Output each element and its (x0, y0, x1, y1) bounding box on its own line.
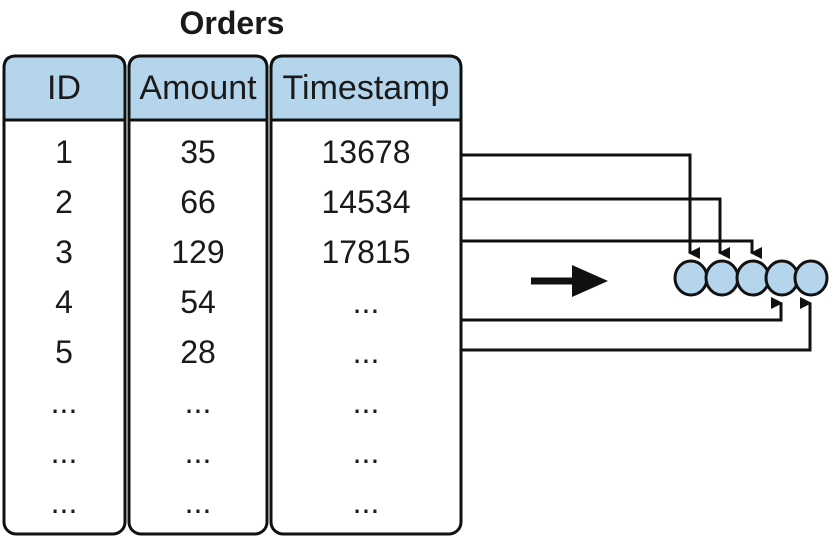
cell-amount: ... (185, 384, 212, 420)
queue-item (764, 259, 800, 297)
column-id-header: ID (47, 69, 81, 107)
cell-amount: ... (185, 434, 212, 470)
cell-amount: ... (185, 484, 212, 520)
connector-row-1 (461, 153, 700, 259)
cell-id: 4 (55, 284, 73, 320)
column-amount: Amount (127, 54, 269, 536)
cell-amount: 28 (180, 334, 216, 370)
cell-timestamp: ... (353, 384, 380, 420)
queue-item (704, 259, 740, 297)
cell-timestamp: 14534 (322, 184, 411, 220)
table-row: ... ... ... (51, 434, 380, 470)
column-timestamp-header: Timestamp (283, 69, 450, 107)
cell-amount: 54 (180, 284, 216, 320)
cell-timestamp: ... (353, 334, 380, 370)
column-timestamp: Timestamp (269, 54, 463, 536)
cell-id: ... (51, 384, 78, 420)
cell-id: ... (51, 484, 78, 520)
cell-id: 5 (55, 334, 73, 370)
flow-arrow-icon (531, 265, 608, 297)
event-queue (673, 259, 829, 297)
table-title: Orders (180, 5, 285, 41)
table-row: 2 66 14534 (55, 184, 410, 220)
cell-amount: 66 (180, 184, 216, 220)
cell-timestamp: ... (353, 484, 380, 520)
table-row: ... ... ... (51, 384, 380, 420)
queue-item (735, 259, 771, 297)
table-row: 4 54 ... (55, 284, 379, 320)
cell-id: 3 (55, 234, 73, 270)
column-id: ID (2, 54, 127, 536)
cell-id: 1 (55, 134, 73, 170)
cell-timestamp: 13678 (322, 134, 411, 170)
connector-row-3 (461, 239, 762, 259)
column-amount-header: Amount (139, 69, 257, 107)
column-timestamp-header-bg (269, 54, 463, 122)
connector-row-4 (461, 297, 783, 322)
row-connectors (461, 153, 812, 352)
cell-id: 2 (55, 184, 73, 220)
cell-id: ... (51, 434, 78, 470)
table-row: 3 129 17815 (55, 234, 410, 270)
connector-row-5 (461, 297, 812, 352)
table-rows: 1 35 13678 2 66 14534 3 129 17815 4 54 .… (51, 134, 411, 520)
cell-timestamp: ... (353, 284, 380, 320)
cell-amount: 35 (180, 134, 216, 170)
cell-timestamp: 17815 (322, 234, 411, 270)
cell-timestamp: ... (353, 434, 380, 470)
table-row: 5 28 ... (55, 334, 379, 370)
column-amount-header-bg (127, 54, 269, 122)
column-id-header-bg (2, 54, 127, 122)
table-row: 1 35 13678 (55, 134, 410, 170)
connector-row-2 (461, 197, 730, 259)
table-row: ... ... ... (51, 484, 380, 520)
cell-amount: 129 (171, 234, 224, 270)
queue-item (793, 259, 829, 297)
queue-item (673, 259, 709, 297)
